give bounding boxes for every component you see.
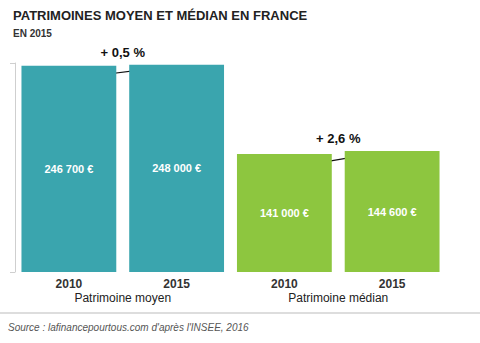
svg-text:Source : lafinancepourtous.com: Source : lafinancepourtous.com d'après l… xyxy=(8,322,249,333)
svg-text:+ 2,6 %: + 2,6 % xyxy=(316,131,361,146)
svg-text:PATRIMOINES MOYEN ET MÉDIAN EN: PATRIMOINES MOYEN ET MÉDIAN EN FRANCE xyxy=(13,8,308,23)
svg-text:144 600 €: 144 600 € xyxy=(368,206,417,218)
svg-text:2015: 2015 xyxy=(163,277,190,291)
svg-text:2010: 2010 xyxy=(56,277,83,291)
svg-text:248 000 €: 248 000 € xyxy=(152,162,201,174)
svg-text:2015: 2015 xyxy=(379,277,406,291)
svg-text:2010: 2010 xyxy=(271,277,298,291)
svg-text:+ 0,5 %: + 0,5 % xyxy=(101,45,146,60)
svg-text:Patrimoine médian: Patrimoine médian xyxy=(288,291,388,305)
svg-text:246 700 €: 246 700 € xyxy=(44,163,93,175)
svg-text:141 000 €: 141 000 € xyxy=(260,207,309,219)
svg-text:Patrimoine moyen: Patrimoine moyen xyxy=(74,291,171,305)
svg-text:EN 2015: EN 2015 xyxy=(13,28,52,39)
